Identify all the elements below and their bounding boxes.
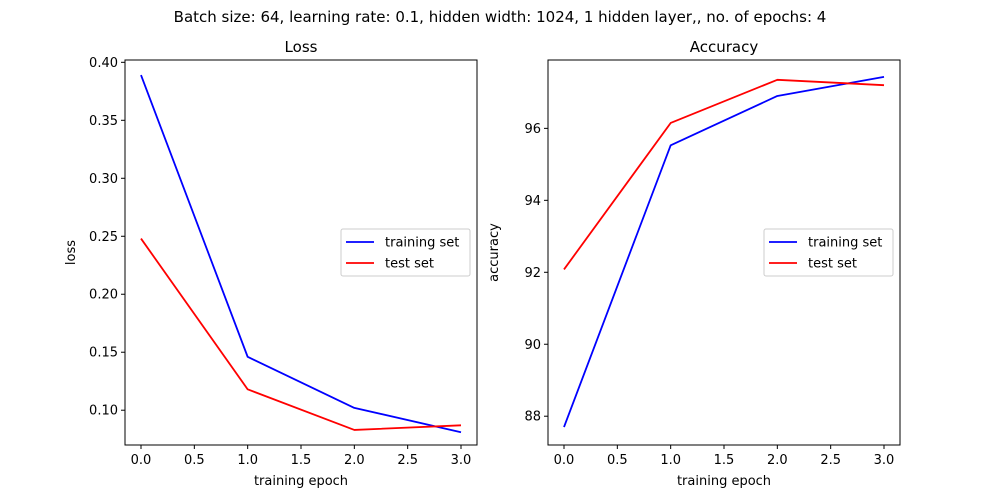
loss-chart: Loss 0.0 0.5 1.0 1.5 2.0 2.5 3.0 0.10 0.15 0.20 0.2… — [64, 38, 478, 489]
accuracy-y-tick-label: 94 — [524, 194, 541, 209]
accuracy-series-test-set — [563, 78, 885, 270]
loss-x-tick-label: 2.5 — [397, 453, 418, 468]
accuracy-x-tick-label: 1.0 — [660, 453, 681, 468]
loss-legend-label-test-set: test set — [385, 257, 434, 272]
accuracy-legend-label-test-set: test set — [808, 257, 857, 272]
accuracy-y-tick-label: 90 — [524, 338, 541, 353]
accuracy-x-tick-label: 0.5 — [607, 453, 628, 468]
accuracy-x-tick-label: 0.0 — [554, 453, 575, 468]
loss-x-tick-label: 1.0 — [237, 453, 258, 468]
accuracy-x-axis-label: training epoch — [677, 474, 771, 489]
loss-x-tick-label: 0.5 — [184, 453, 205, 468]
loss-x-tick-label: 0.0 — [131, 453, 152, 468]
accuracy-y-axis-label: accuracy — [487, 223, 502, 282]
figure-suptitle: Batch size: 64, learning rate: 0.1, hidd… — [174, 8, 827, 26]
loss-x-tick-label: 3.0 — [451, 453, 472, 468]
accuracy-x-tick-label: 3.0 — [874, 453, 895, 468]
loss-x-tick-label: 2.0 — [344, 453, 365, 468]
loss-series-test-set — [140, 238, 462, 431]
accuracy-chart: Accuracy 0.0 0.5 1.0 1.5 2.0 2.5 3.0 88 90 92 94 96 t… — [487, 38, 901, 489]
loss-y-tick-label: 0.20 — [89, 288, 118, 303]
accuracy-legend-label-training-set: training set — [808, 236, 882, 251]
loss-series-training-set — [140, 74, 462, 434]
accuracy-title: Accuracy — [690, 38, 759, 56]
loss-x-axis-label: training epoch — [254, 474, 348, 489]
loss-y-tick-label: 0.15 — [89, 346, 118, 361]
loss-y-tick-label: 0.30 — [89, 172, 118, 187]
loss-title: Loss — [285, 38, 318, 56]
accuracy-x-tick-label: 1.5 — [714, 453, 735, 468]
accuracy-y-tick-label: 96 — [524, 122, 541, 137]
loss-y-axis-label: loss — [64, 240, 79, 265]
loss-x-tick-label: 1.5 — [291, 453, 312, 468]
loss-y-tick-label: 0.35 — [89, 114, 118, 129]
accuracy-x-tick-label: 2.0 — [767, 453, 788, 468]
accuracy-series-training-set — [563, 76, 885, 428]
loss-y-tick-label: 0.25 — [89, 230, 118, 245]
loss-legend-label-training-set: training set — [385, 236, 459, 251]
accuracy-x-tick-label: 2.5 — [820, 453, 841, 468]
accuracy-y-tick-label: 92 — [524, 266, 541, 281]
accuracy-legend: training set test set — [763, 228, 894, 277]
loss-y-tick-label: 0.40 — [89, 56, 118, 71]
loss-y-tick-label: 0.10 — [89, 404, 118, 419]
accuracy-y-tick-label: 88 — [524, 410, 541, 425]
loss-legend: training set test set — [340, 228, 471, 277]
accuracy-legend-box — [763, 228, 894, 277]
loss-legend-box — [340, 228, 471, 277]
